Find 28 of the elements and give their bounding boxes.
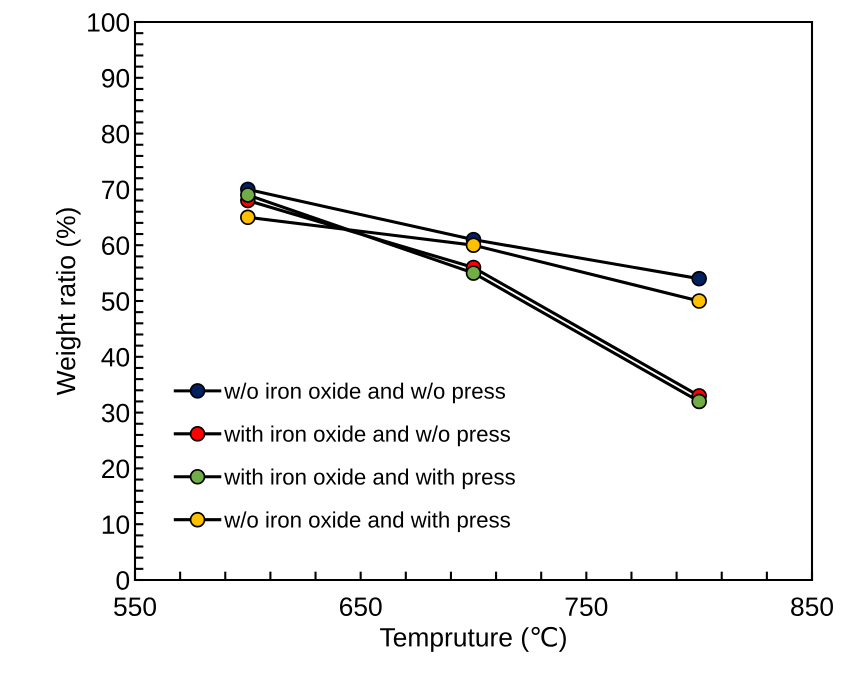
y-tick-label: 60 bbox=[102, 236, 130, 256]
y-axis-title: Weight ratio (%) bbox=[56, 208, 81, 396]
x-axis-title: Tempruture (℃) bbox=[380, 626, 566, 652]
legend-label: with iron oxide and w/o press bbox=[224, 426, 510, 446]
legend-label: w/o iron oxide and w/o press bbox=[224, 382, 506, 404]
x-tick-label: 750 bbox=[566, 597, 608, 616]
y-tick-label: 50 bbox=[102, 292, 130, 311]
x-tick-label: 550 bbox=[114, 597, 156, 616]
y-tick-label: 10 bbox=[102, 515, 130, 534]
point bbox=[691, 293, 707, 309]
point bbox=[691, 270, 707, 286]
y-tick-label: 90 bbox=[102, 68, 130, 88]
y-tick-label: 70 bbox=[102, 180, 130, 200]
y-tick-label: 30 bbox=[102, 404, 130, 422]
y-tick-label: 20 bbox=[102, 460, 130, 478]
legend-label: with iron oxide and with press bbox=[224, 468, 515, 490]
legend-label: w/o iron oxide and with press bbox=[224, 511, 510, 532]
y-tick-label: 0 bbox=[116, 571, 130, 590]
point bbox=[466, 265, 482, 281]
point bbox=[691, 394, 707, 410]
y-tick-label: 100 bbox=[88, 13, 130, 32]
y-tick-label: 80 bbox=[102, 124, 130, 144]
point bbox=[240, 210, 256, 226]
y-tick-label: 40 bbox=[101, 348, 130, 367]
point bbox=[240, 187, 256, 203]
point bbox=[466, 237, 482, 253]
x-tick-label: 650 bbox=[340, 597, 382, 616]
x-tick-label: 850 bbox=[791, 597, 833, 616]
